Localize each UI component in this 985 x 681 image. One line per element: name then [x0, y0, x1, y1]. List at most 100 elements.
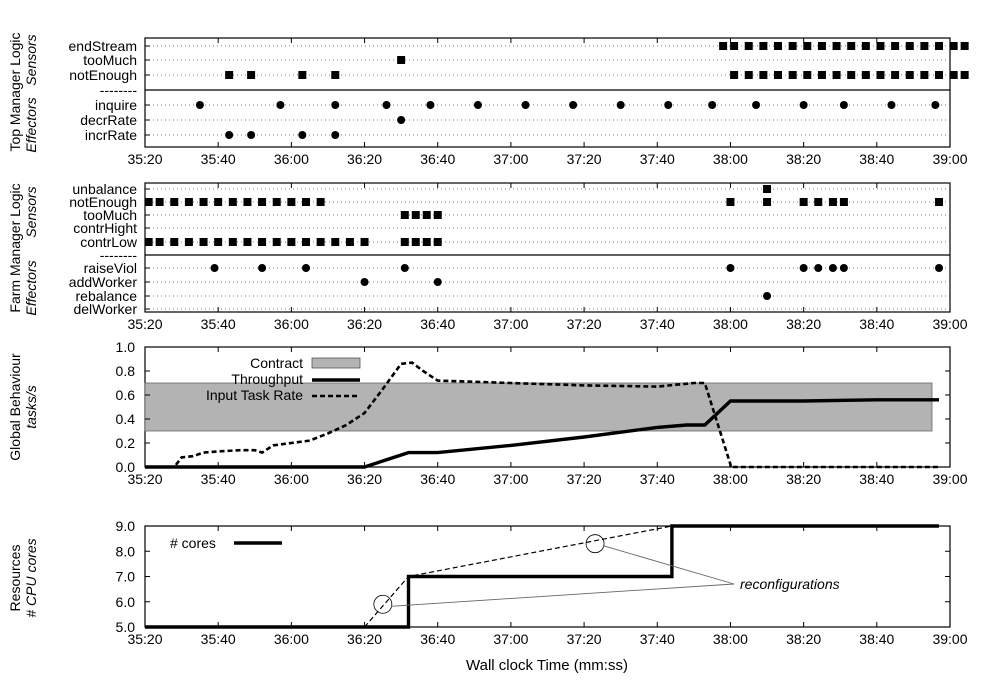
- row-label: decrRate: [80, 112, 137, 128]
- event-marker-circle: [664, 101, 673, 109]
- event-marker-square: [287, 198, 296, 206]
- row-label: incrRate: [85, 127, 137, 143]
- event-marker-square: [144, 238, 153, 246]
- event-marker-square: [949, 42, 958, 50]
- x-tick-label: 36:40: [420, 631, 455, 647]
- x-tick-label: 39:00: [932, 471, 967, 487]
- event-marker-square: [774, 71, 783, 79]
- separator-label: --------: [100, 247, 138, 263]
- event-marker-square: [316, 198, 325, 206]
- event-marker-square: [876, 71, 885, 79]
- y-tick-label: 5.0: [116, 619, 136, 635]
- event-marker-circle: [382, 101, 391, 109]
- row-label: delWorker: [73, 301, 137, 317]
- event-marker-square: [302, 238, 310, 246]
- x-tick-label: 38:20: [786, 151, 821, 167]
- event-marker-square: [422, 211, 431, 219]
- x-tick-label: 38:40: [859, 471, 894, 487]
- row-label: tooMuch: [83, 207, 137, 223]
- legend-label-input-task-rate: Input Task Rate: [206, 387, 303, 403]
- event-marker-square: [228, 238, 237, 246]
- x-tick-label: 37:00: [493, 151, 528, 167]
- x-tick-label: 36:00: [274, 316, 309, 332]
- event-marker-circle: [726, 264, 735, 272]
- x-tick-label: 38:40: [859, 316, 894, 332]
- event-marker-circle: [473, 101, 482, 109]
- event-marker-square: [411, 238, 420, 246]
- y-axis-title: Farm Manager Logic: [7, 183, 23, 312]
- event-marker-square: [935, 71, 944, 79]
- sensors-label: Sensors: [23, 186, 39, 237]
- x-tick-label: 36:20: [347, 316, 382, 332]
- event-marker-square: [272, 198, 281, 206]
- x-tick-label: 35:20: [127, 631, 162, 647]
- reconfiguration-marker: [373, 594, 393, 614]
- x-tick-label: 35:20: [127, 316, 162, 332]
- event-marker-square: [861, 42, 870, 50]
- cores-step-line: [145, 524, 939, 629]
- y-tick-label: 0.4: [116, 411, 136, 427]
- event-marker-square: [935, 42, 944, 50]
- event-marker-circle: [814, 264, 823, 272]
- plot-frame: [144, 182, 951, 313]
- event-marker-square: [759, 71, 768, 79]
- event-marker-circle: [839, 101, 848, 109]
- panel-3: 35:20 35:40 36:00 36:20 36:40 37:00 37:20 37:40…: [7, 339, 968, 487]
- event-marker-circle: [616, 101, 625, 109]
- x-tick-label: 35:20: [127, 151, 162, 167]
- row-label: contrLow: [80, 234, 138, 250]
- sensors-label: Sensors: [23, 34, 39, 85]
- y-tick-label: 0.2: [116, 435, 136, 451]
- event-marker-square: [298, 71, 307, 79]
- event-marker-square: [935, 198, 944, 206]
- event-marker-circle: [763, 292, 772, 300]
- event-marker-square: [411, 211, 420, 219]
- event-marker-square: [199, 198, 208, 206]
- x-tick-label: 38:40: [859, 631, 894, 647]
- event-marker-circle: [828, 264, 837, 272]
- event-marker-square: [774, 42, 783, 50]
- input-task-rate-line: [145, 361, 939, 469]
- x-tick-label: 35:40: [201, 631, 236, 647]
- x-tick-label: 38:20: [786, 631, 821, 647]
- event-marker-circle: [258, 264, 267, 272]
- x-tick-label: 37:20: [567, 471, 602, 487]
- y-tick-label: 8.0: [116, 543, 136, 559]
- annotation-label: reconfigurations: [740, 576, 840, 592]
- x-tick-label: 38:00: [713, 151, 748, 167]
- y-tick-label: 0.8: [116, 363, 136, 379]
- x-tick-label: 38:00: [713, 471, 748, 487]
- x-tick-label: 39:00: [932, 316, 967, 332]
- x-tick-label: 35:40: [201, 316, 236, 332]
- x-tick-label: 36:40: [420, 471, 455, 487]
- x-tick-label: 37:00: [493, 316, 528, 332]
- event-marker-circle: [397, 116, 406, 124]
- event-marker-square: [960, 71, 969, 79]
- y-tick-label: 7.0: [116, 569, 136, 585]
- event-marker-square: [184, 238, 193, 246]
- y-tick-label: 1.0: [116, 339, 136, 355]
- event-marker-square: [243, 238, 252, 246]
- event-marker-square: [817, 42, 826, 50]
- x-tick-label: 36:00: [274, 471, 309, 487]
- x-tick-label: 36:20: [347, 471, 382, 487]
- event-marker-square: [184, 198, 193, 206]
- x-tick-label: 39:00: [932, 631, 967, 647]
- event-marker-square: [228, 198, 237, 206]
- x-tick-label: 37:20: [567, 316, 602, 332]
- event-marker-square: [272, 238, 281, 246]
- row-label: unbalance: [72, 181, 137, 197]
- x-tick-label: 38:40: [859, 151, 894, 167]
- row-label: notEnough: [69, 194, 137, 210]
- event-marker-square: [730, 42, 739, 50]
- x-tick-label: 35:20: [127, 471, 162, 487]
- event-marker-square: [170, 238, 179, 246]
- event-marker-circle: [799, 264, 808, 272]
- effectors-label: Effectors: [23, 260, 39, 315]
- x-tick-label: 39:00: [932, 151, 967, 167]
- event-marker-square: [199, 238, 208, 246]
- event-marker-square: [345, 238, 354, 246]
- panel-2: 35:20 35:40 36:00 36:20 36:40 37:00 37:20 37:40…: [7, 181, 968, 332]
- x-tick-label: 37:00: [493, 631, 528, 647]
- event-marker-circle: [400, 264, 409, 272]
